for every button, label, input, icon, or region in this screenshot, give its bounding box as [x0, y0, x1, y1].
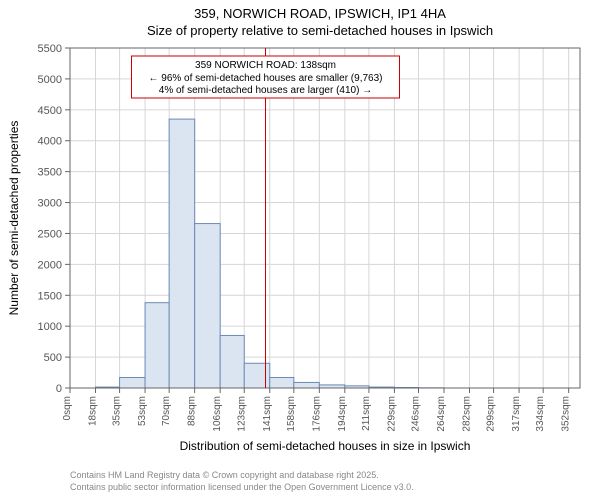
x-tick-label: 299sqm — [486, 396, 497, 432]
x-tick-label: 229sqm — [386, 396, 397, 432]
footer-line1: Contains HM Land Registry data © Crown c… — [70, 470, 379, 480]
histogram-chart: 0 500 1000 1500 2000 2500 3000 3500 4000 4500 5000… — [0, 0, 600, 500]
x-tick-label: 0sqm — [62, 396, 73, 420]
y-tick-label: 2500 — [38, 228, 62, 240]
histogram-bar — [270, 377, 294, 388]
y-tick-label: 4500 — [38, 105, 62, 117]
x-tick-label: 352sqm — [561, 396, 572, 432]
x-tick-label: 246sqm — [411, 396, 422, 432]
x-tick-label: 88sqm — [187, 396, 198, 426]
x-tick-label: 53sqm — [137, 396, 148, 426]
histogram-bar — [220, 335, 244, 388]
histogram-bar — [120, 377, 146, 388]
x-axis-label: Distribution of semi-detached houses in … — [180, 439, 471, 453]
x-tick-label: 264sqm — [436, 396, 447, 432]
y-axis-label: Number of semi-detached properties — [7, 121, 21, 316]
chart-title-line1: 359, NORWICH ROAD, IPSWICH, IP1 4HA — [194, 6, 446, 21]
histogram-bar — [294, 382, 320, 388]
y-tick-label: 1500 — [38, 290, 62, 302]
x-tick-label: 211sqm — [361, 396, 372, 431]
x-tick-label: 194sqm — [337, 396, 348, 432]
x-tick-label: 18sqm — [88, 396, 99, 426]
chart-title-line2: Size of property relative to semi-detach… — [147, 23, 493, 38]
y-tick-label: 5000 — [38, 74, 62, 86]
x-tick-label: 123sqm — [236, 396, 247, 432]
x-tick-label: 176sqm — [311, 396, 322, 432]
y-tick-label: 4000 — [38, 136, 62, 148]
annotation-line3: 4% of semi-detached houses are larger (4… — [159, 85, 372, 96]
histogram-bar — [195, 224, 221, 388]
annotation-line1: 359 NORWICH ROAD: 138sqm — [195, 60, 336, 71]
y-tick-label: 500 — [44, 352, 62, 364]
x-tick-label: 334sqm — [535, 396, 546, 432]
x-tick-label: 141sqm — [262, 396, 273, 432]
chart-container: 0 500 1000 1500 2000 2500 3000 3500 4000 4500 5000… — [0, 0, 600, 500]
x-tick-label: 70sqm — [161, 396, 172, 426]
histogram-bar — [145, 303, 169, 388]
y-tick-label: 3500 — [38, 167, 62, 179]
y-tick-label: 1000 — [38, 321, 62, 333]
y-tick-label: 5500 — [38, 43, 62, 55]
y-tick-label: 2000 — [38, 259, 62, 271]
x-tick-label: 317sqm — [511, 396, 522, 432]
x-tick-label: 106sqm — [212, 396, 223, 432]
footer-line2: Contains public sector information licen… — [70, 482, 414, 492]
x-tick-label: 158sqm — [286, 396, 297, 432]
annotation-line2: ← 96% of semi-detached houses are smalle… — [148, 73, 382, 84]
x-tick-label: 35sqm — [112, 396, 123, 426]
y-tick-label: 3000 — [38, 198, 62, 210]
x-tick-label: 282sqm — [462, 396, 473, 432]
histogram-bar — [169, 119, 195, 388]
y-tick-label: 0 — [56, 383, 62, 395]
